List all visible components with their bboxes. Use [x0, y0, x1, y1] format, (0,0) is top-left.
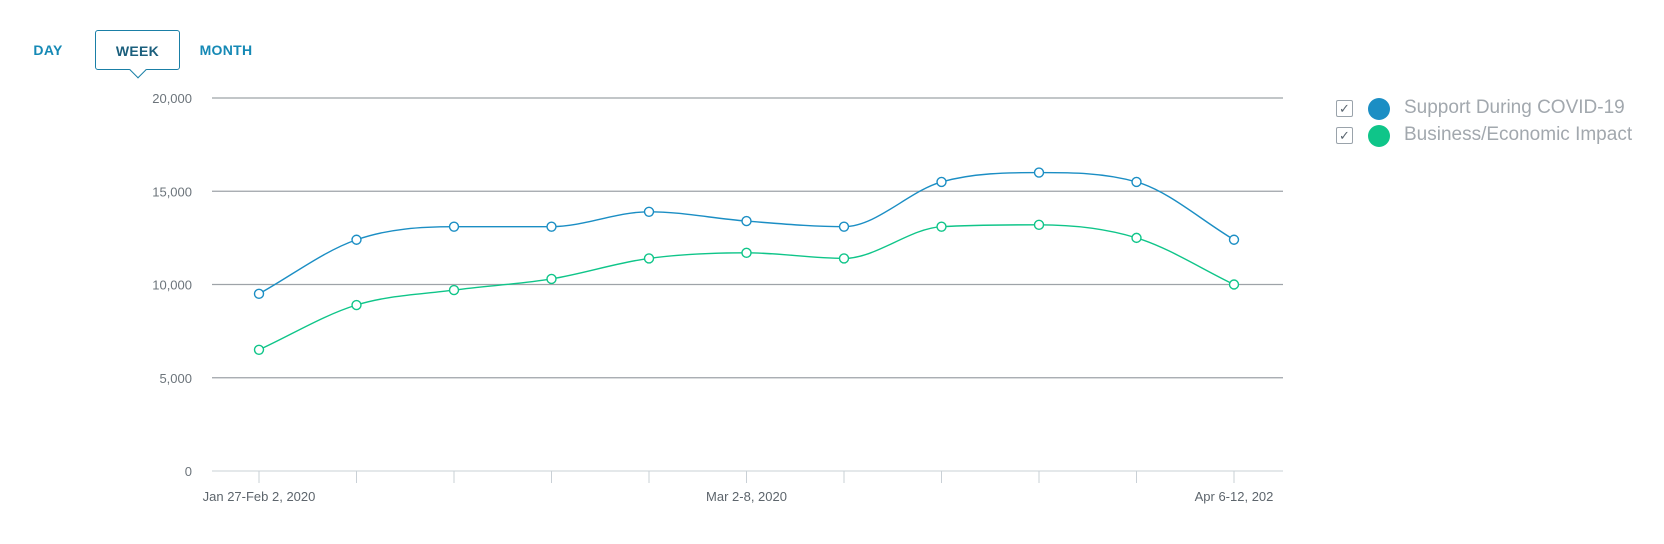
data-point[interactable] — [1131, 176, 1142, 188]
data-point[interactable] — [838, 221, 850, 232]
y-axis: 0 5,000 10,000 15,000 20,000 — [152, 91, 192, 479]
series-color-dot — [1368, 98, 1390, 120]
data-point[interactable] — [448, 221, 460, 232]
data-point[interactable] — [351, 299, 362, 311]
data-point[interactable] — [1033, 167, 1045, 178]
tab-week[interactable]: WEEK — [95, 30, 180, 70]
checkmark-icon[interactable]: ✓ — [1336, 100, 1353, 117]
data-point[interactable] — [1228, 234, 1240, 245]
series-lines — [258, 171, 1235, 351]
data-point[interactable] — [1228, 279, 1240, 290]
grid-lines — [212, 97, 1283, 472]
data-point[interactable] — [1131, 232, 1142, 244]
x-tick-label: Mar 2-8, 2020 — [706, 489, 787, 504]
y-tick-label: 15,000 — [152, 184, 192, 199]
data-points — [253, 167, 1240, 355]
data-point[interactable] — [448, 284, 460, 296]
data-point[interactable] — [936, 221, 947, 232]
y-tick-label: 20,000 — [152, 91, 192, 106]
legend-item-support[interactable]: ✓ Support During COVID-19 — [1336, 96, 1664, 123]
legend-item-business[interactable]: ✓ Business/Economic Impact — [1336, 123, 1664, 150]
tab-month[interactable]: MONTH — [199, 42, 253, 58]
x-axis: Jan 27-Feb 2, 2020 Mar 2-8, 2020 Apr 6-12,… — [203, 471, 1274, 504]
data-point[interactable] — [643, 206, 655, 217]
series-color-dot — [1368, 125, 1390, 147]
legend-label: Business/Economic Impact — [1404, 124, 1633, 145]
data-point[interactable] — [1033, 219, 1045, 231]
data-point[interactable] — [546, 273, 557, 285]
data-point[interactable] — [741, 247, 752, 258]
series-line-2 — [258, 224, 1235, 351]
data-point[interactable] — [253, 344, 265, 355]
checkmark-icon[interactable]: ✓ — [1336, 127, 1353, 144]
data-point[interactable] — [351, 234, 362, 245]
legend: ✓ Support During COVID-19 ✓ Business/Eco… — [1336, 96, 1664, 150]
y-tick-label: 5,000 — [159, 371, 192, 386]
x-tick-label: Jan 27-Feb 2, 2020 — [203, 489, 316, 504]
y-tick-label: 0 — [185, 464, 192, 479]
y-tick-label: 10,000 — [152, 278, 192, 293]
x-tick-label: Apr 6-12, 202 — [1195, 489, 1274, 504]
data-point[interactable] — [741, 215, 752, 227]
data-point[interactable] — [253, 288, 265, 300]
tab-day[interactable]: DAY — [33, 42, 63, 58]
data-point[interactable] — [546, 221, 557, 232]
legend-label: Support During COVID-19 — [1404, 97, 1625, 118]
data-point[interactable] — [643, 253, 655, 264]
data-point[interactable] — [838, 253, 850, 264]
data-point[interactable] — [936, 176, 947, 188]
